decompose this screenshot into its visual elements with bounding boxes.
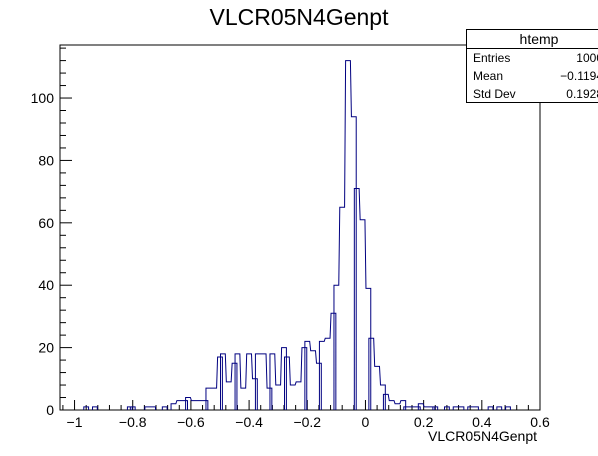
histogram-bin: [261, 354, 266, 410]
stats-label: Mean: [473, 69, 504, 83]
histogram-bin: [375, 366, 380, 410]
histogram-bin: [468, 407, 473, 410]
y-tick-label: 40: [38, 277, 54, 293]
histogram-bin: [235, 354, 240, 410]
y-tick-label: 0: [46, 402, 54, 418]
x-tick-label: −0.4: [235, 414, 263, 430]
histogram-bin: [296, 382, 301, 410]
stats-title: htemp: [467, 30, 598, 49]
histogram-bin: [255, 354, 260, 410]
histogram-bin: [424, 407, 429, 410]
histogram-bin: [305, 341, 310, 410]
histogram-bin: [319, 341, 324, 410]
y-tick-label: 20: [38, 340, 54, 356]
x-tick-label: 0.2: [414, 414, 434, 430]
plot-frame: [59, 44, 541, 411]
histogram-bin: [474, 407, 479, 410]
x-tick-label: −0.8: [119, 414, 147, 430]
x-tick-label: −1: [67, 414, 83, 430]
histogram-bin: [418, 404, 423, 410]
histogram-bin: [433, 407, 438, 410]
stats-label: Entries: [473, 51, 511, 65]
histogram-bin: [186, 398, 191, 410]
histogram-bin: [459, 407, 464, 410]
x-tick-label: 0.4: [472, 414, 492, 430]
stats-label: Std Dev: [473, 87, 516, 101]
histogram-bin: [445, 407, 450, 410]
histogram-bin: [311, 351, 316, 410]
histogram-bin: [197, 401, 202, 410]
histogram-bin: [285, 357, 290, 410]
histogram-bin: [334, 285, 339, 410]
x-tick-label: 0: [362, 414, 370, 430]
y-tick-label: 60: [38, 215, 54, 231]
histogram-bin: [354, 189, 359, 410]
x-tick-label: 0.6: [530, 414, 550, 430]
histogram-bin: [488, 407, 493, 410]
histogram-bin: [389, 401, 394, 410]
histogram-bin: [506, 407, 511, 410]
histogram-bin: [212, 388, 217, 410]
histogram-bin: [395, 404, 400, 410]
histogram-bin: [241, 388, 246, 410]
histogram-bin: [369, 338, 374, 410]
histogram-bin: [497, 407, 502, 410]
histogram-bin: [276, 385, 281, 410]
y-axis: 0 20 40 60 80 100: [31, 47, 72, 418]
histogram-bin: [383, 394, 388, 410]
histogram-bin: [346, 61, 351, 410]
histogram-bin: [162, 407, 167, 410]
histogram-bin: [360, 220, 365, 410]
chart-title: VLCR05N4Genpt: [210, 4, 390, 30]
histogram-bin: [84, 407, 89, 410]
x-tick-label: −0.6: [177, 414, 205, 430]
y-tick-label: 80: [38, 152, 54, 168]
histogram-bin: [171, 404, 176, 410]
x-tick-label: −0.2: [293, 414, 321, 430]
histogram-bin: [93, 407, 98, 410]
histogram-bin: [206, 388, 211, 410]
x-axis-title: VLCR05N4Genpt: [428, 428, 537, 444]
histogram-line: [83, 60, 511, 410]
histogram-bin: [404, 407, 409, 410]
y-tick-label: 100: [31, 90, 55, 106]
stats-value: −0.1194: [560, 69, 598, 83]
stats-value: 1000: [576, 51, 598, 65]
histogram-bin: [270, 354, 275, 410]
histogram-bin: [221, 354, 226, 410]
stats-box: htemp Entries 1000 Mean −0.1194 Std Dev …: [466, 29, 598, 103]
histogram-bin: [177, 401, 182, 410]
histogram-bin: [325, 338, 330, 410]
stats-value: 0.1928: [566, 87, 598, 101]
histogram-bin: [410, 407, 415, 410]
histogram-bin: [453, 407, 458, 410]
histogram-bin: [151, 407, 156, 410]
histogram-bin: [247, 354, 252, 410]
stats-row-mean: Mean −0.1194: [467, 67, 598, 85]
x-axis: −1 −0.8 −0.6 −0.4 −0.2 0 0.2 0.4 0.6: [62, 400, 550, 430]
histogram-bin: [340, 207, 345, 410]
histogram-bin: [226, 382, 231, 410]
stats-row-entries: Entries 1000: [467, 49, 598, 67]
histogram-bin: [191, 401, 196, 410]
histogram-bin: [290, 385, 295, 410]
histogram-bin: [130, 407, 135, 410]
stats-row-stddev: Std Dev 0.1928: [467, 85, 598, 103]
histogram-bin: [145, 407, 150, 410]
